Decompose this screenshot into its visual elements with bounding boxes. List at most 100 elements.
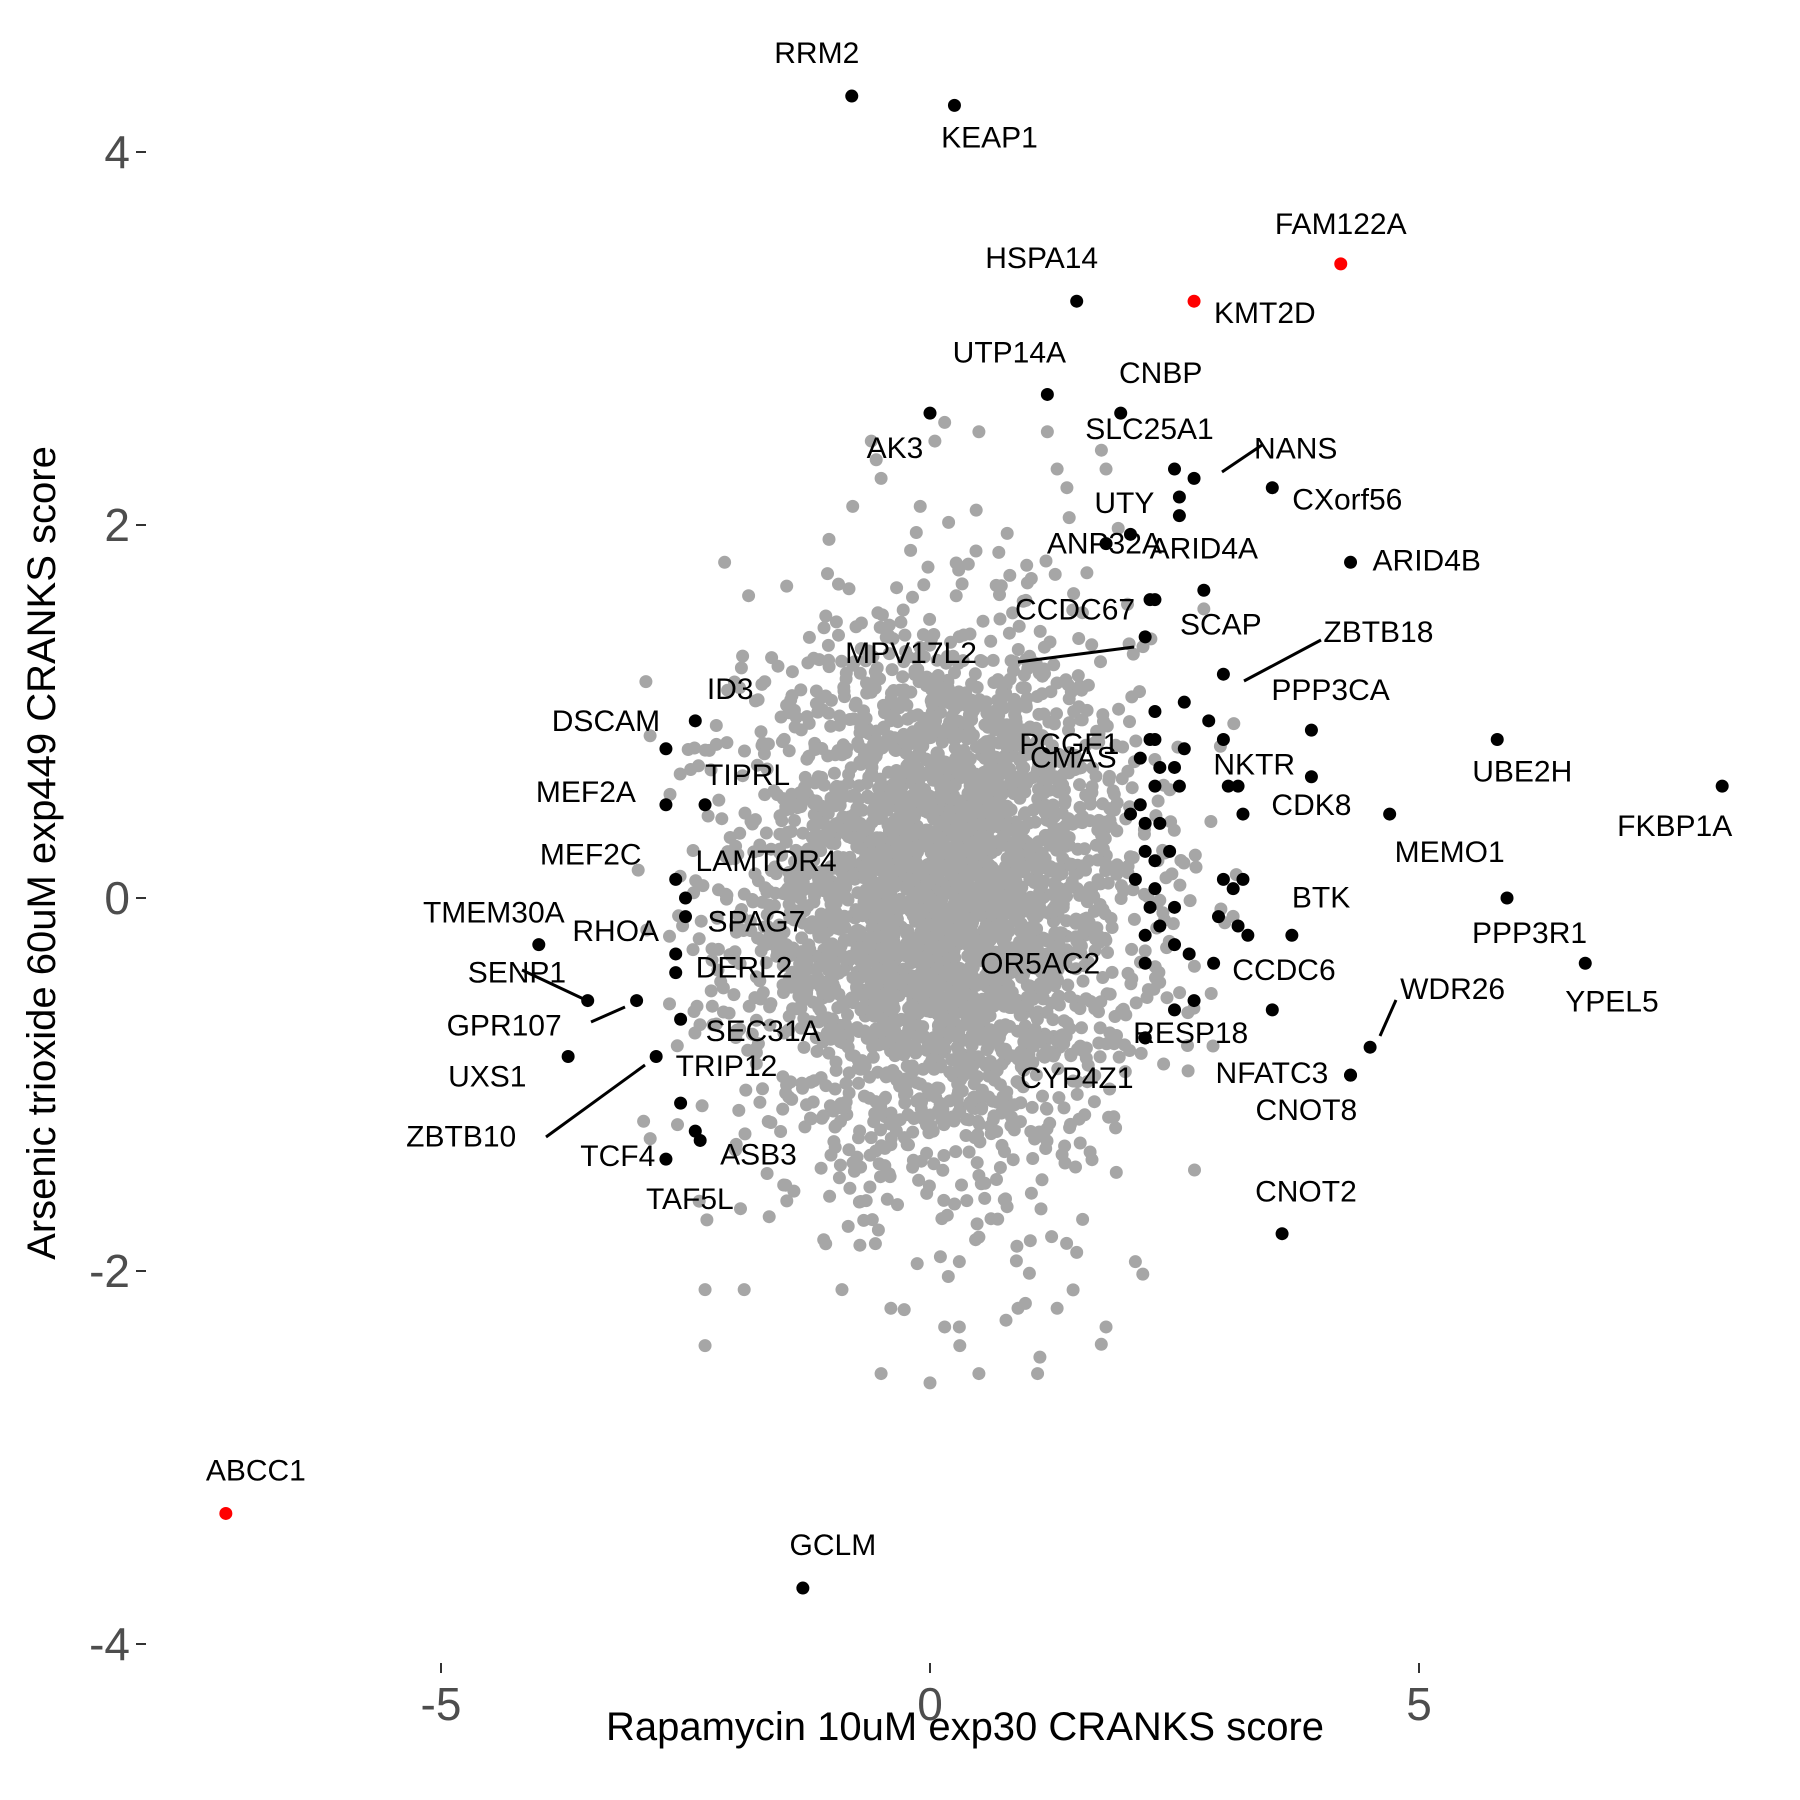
background-point xyxy=(1008,708,1022,722)
background-point xyxy=(794,683,808,697)
background-point xyxy=(1055,1148,1069,1162)
background-point xyxy=(941,1270,955,1283)
background-point xyxy=(1066,603,1080,617)
background-point xyxy=(793,786,807,800)
background-point xyxy=(1116,740,1130,754)
background-point xyxy=(1112,1050,1126,1064)
background-point xyxy=(1076,1212,1090,1226)
background-point xyxy=(910,1076,924,1090)
background-point xyxy=(839,672,853,686)
background-point xyxy=(880,925,894,939)
background-point xyxy=(1103,813,1117,827)
background-point xyxy=(889,834,903,848)
label-tiprl: TIPRL xyxy=(705,759,790,792)
background-point xyxy=(932,1103,946,1117)
background-point xyxy=(777,732,791,746)
background-point xyxy=(1189,860,1203,874)
background-point xyxy=(1070,1245,1084,1259)
background-point xyxy=(868,995,881,1009)
point-asb3 xyxy=(693,1133,707,1147)
background-point xyxy=(1062,716,1076,730)
background-point xyxy=(823,1099,837,1113)
background-point xyxy=(733,681,746,695)
data-point xyxy=(1133,798,1147,812)
background-point xyxy=(1080,890,1094,904)
leader-zbtb10 xyxy=(545,1063,646,1139)
background-point xyxy=(993,612,1007,626)
background-point xyxy=(829,1119,843,1133)
background-point xyxy=(971,1022,984,1036)
background-points xyxy=(631,415,1243,1390)
background-point xyxy=(965,677,979,691)
background-point xyxy=(1085,638,1099,652)
background-point xyxy=(705,942,719,956)
label-cmas: CMAS xyxy=(1030,741,1117,774)
data-point xyxy=(1148,882,1162,896)
background-point xyxy=(952,1044,966,1057)
background-point xyxy=(711,963,725,977)
background-point xyxy=(798,770,812,784)
background-point xyxy=(921,560,935,574)
background-point xyxy=(768,860,782,874)
background-point xyxy=(828,1023,841,1036)
background-point xyxy=(1031,891,1045,905)
background-point xyxy=(1039,554,1053,568)
background-point xyxy=(884,692,898,705)
background-point xyxy=(892,949,906,963)
background-point xyxy=(1102,1110,1116,1124)
background-point xyxy=(992,793,1006,807)
background-point xyxy=(952,1320,966,1334)
background-point xyxy=(902,650,915,664)
background-point xyxy=(930,750,944,764)
background-point xyxy=(1078,842,1092,856)
background-point xyxy=(1023,1234,1037,1248)
background-point xyxy=(643,729,657,743)
background-point xyxy=(881,875,895,889)
background-point xyxy=(861,789,875,803)
background-point xyxy=(1035,687,1049,701)
background-point xyxy=(865,761,879,774)
data-point xyxy=(1212,910,1226,924)
background-point xyxy=(1024,572,1038,585)
background-point xyxy=(643,1132,657,1146)
background-point xyxy=(948,813,962,827)
label-keap1: KEAP1 xyxy=(941,121,1038,154)
background-point xyxy=(961,760,975,773)
background-point xyxy=(987,970,1001,984)
data-point xyxy=(1168,760,1181,774)
background-point xyxy=(983,1023,997,1037)
background-point xyxy=(844,1023,858,1037)
label-ppp3r1: PPP3R1 xyxy=(1472,917,1587,950)
background-point xyxy=(1016,968,1030,982)
background-point xyxy=(854,642,868,656)
background-point xyxy=(853,1124,867,1138)
background-point xyxy=(1094,655,1107,669)
label-nktr: NKTR xyxy=(1213,748,1295,781)
background-point xyxy=(978,751,992,765)
point-cnot2 xyxy=(1275,1227,1289,1241)
background-point xyxy=(948,1197,961,1211)
background-point xyxy=(751,693,765,707)
background-point xyxy=(738,1127,752,1141)
data-point xyxy=(1153,816,1167,830)
background-point xyxy=(1056,900,1070,914)
point-tiprl xyxy=(698,798,712,812)
background-point xyxy=(663,997,676,1011)
background-point xyxy=(1125,942,1139,956)
background-point xyxy=(784,825,798,838)
background-point xyxy=(1050,773,1064,787)
background-point xyxy=(698,1283,712,1297)
point-mpv17l2 xyxy=(1138,630,1152,644)
background-point xyxy=(1013,917,1027,931)
background-point xyxy=(853,755,867,769)
background-point xyxy=(886,845,900,859)
background-point xyxy=(1055,806,1069,820)
background-point xyxy=(996,677,1010,691)
background-point xyxy=(782,706,796,720)
background-point xyxy=(750,758,764,772)
data-point xyxy=(1153,919,1167,933)
background-point xyxy=(1037,731,1051,745)
background-point xyxy=(1109,1121,1123,1135)
background-point xyxy=(742,999,756,1013)
background-point xyxy=(800,710,814,724)
